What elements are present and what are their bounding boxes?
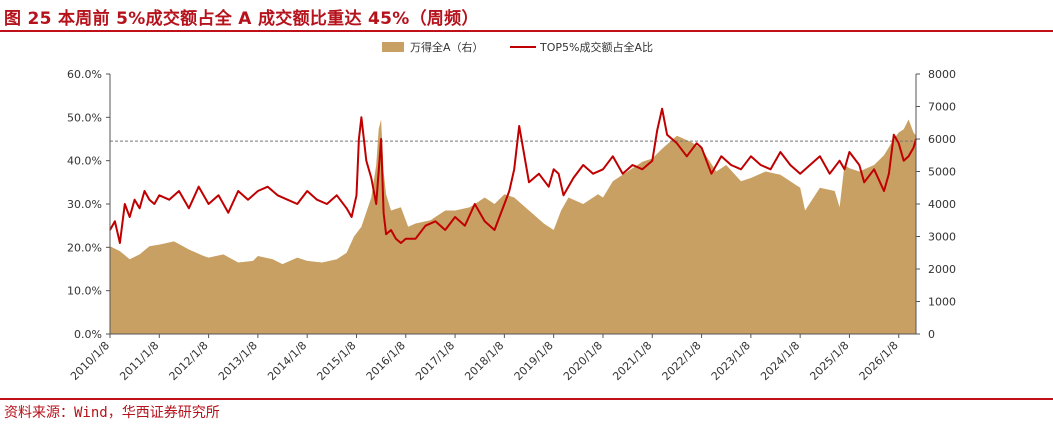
- x-tick-label: 2010/1/8: [68, 339, 112, 383]
- x-tick-label: 2019/1/8: [512, 339, 556, 383]
- line-series-top5-share: [109, 107, 917, 244]
- left-tick-label: 40.0%: [67, 155, 102, 168]
- x-tick-label: 2014/1/8: [265, 339, 309, 383]
- right-tick-label: 2000: [928, 263, 956, 276]
- right-tick-label: 5000: [928, 166, 956, 179]
- left-tick-label: 20.0%: [67, 241, 102, 254]
- right-tick-label: 8000: [928, 68, 956, 81]
- right-tick-label: 3000: [928, 231, 956, 244]
- x-tick-label: 2023/1/8: [709, 339, 753, 383]
- right-tick-label: 0: [928, 328, 935, 341]
- right-tick-label: 7000: [928, 101, 956, 114]
- x-tick-label: 2026/1/8: [857, 339, 901, 383]
- legend-label-area: 万得全A（右）: [410, 40, 484, 54]
- right-tick-label: 4000: [928, 198, 956, 211]
- x-tick-label: 2020/1/8: [561, 339, 605, 383]
- x-tick-label: 2024/1/8: [758, 339, 802, 383]
- source-note: 资料来源：Wind，华西证券研究所: [4, 405, 220, 421]
- x-tick-label: 2015/1/8: [314, 339, 358, 383]
- right-tick-label: 6000: [928, 133, 956, 146]
- legend-label-line: TOP5%成交额占全A比: [539, 40, 653, 54]
- x-tick-label: 2012/1/8: [167, 339, 211, 383]
- figure-title: 图 25 本周前 5%成交额占全 A 成交额比重达 45%（周频）: [4, 9, 479, 29]
- x-tick-label: 2013/1/8: [216, 339, 260, 383]
- x-tick-label: 2011/1/8: [117, 339, 161, 383]
- legend: 万得全A（右） TOP5%成交额占全A比: [382, 40, 653, 54]
- area-layer: [110, 119, 916, 334]
- x-tick-label: 2025/1/8: [807, 339, 851, 383]
- left-tick-label: 0.0%: [74, 328, 102, 341]
- legend-swatch-area: [382, 42, 404, 52]
- x-tick-label: 2018/1/8: [462, 339, 506, 383]
- bottom-rule: [0, 398, 1053, 400]
- x-tick-label: 2022/1/8: [660, 339, 704, 383]
- x-tick-label: 2021/1/8: [610, 339, 654, 383]
- line-layer: [109, 107, 917, 244]
- left-tick-label: 10.0%: [67, 285, 102, 298]
- area-series-wind-a: [110, 119, 916, 334]
- right-tick-label: 1000: [928, 296, 956, 309]
- top-rule: [0, 30, 1053, 32]
- chart: 万得全A（右） TOP5%成交额占全A比 0.0% 10.0% 20.0% 30.0%…: [67, 40, 956, 383]
- left-tick-label: 60.0%: [67, 68, 102, 81]
- left-tick-label: 50.0%: [67, 111, 102, 124]
- x-tick-label: 2017/1/8: [413, 339, 457, 383]
- left-tick-label: 30.0%: [67, 198, 102, 211]
- x-tick-label: 2016/1/8: [364, 339, 408, 383]
